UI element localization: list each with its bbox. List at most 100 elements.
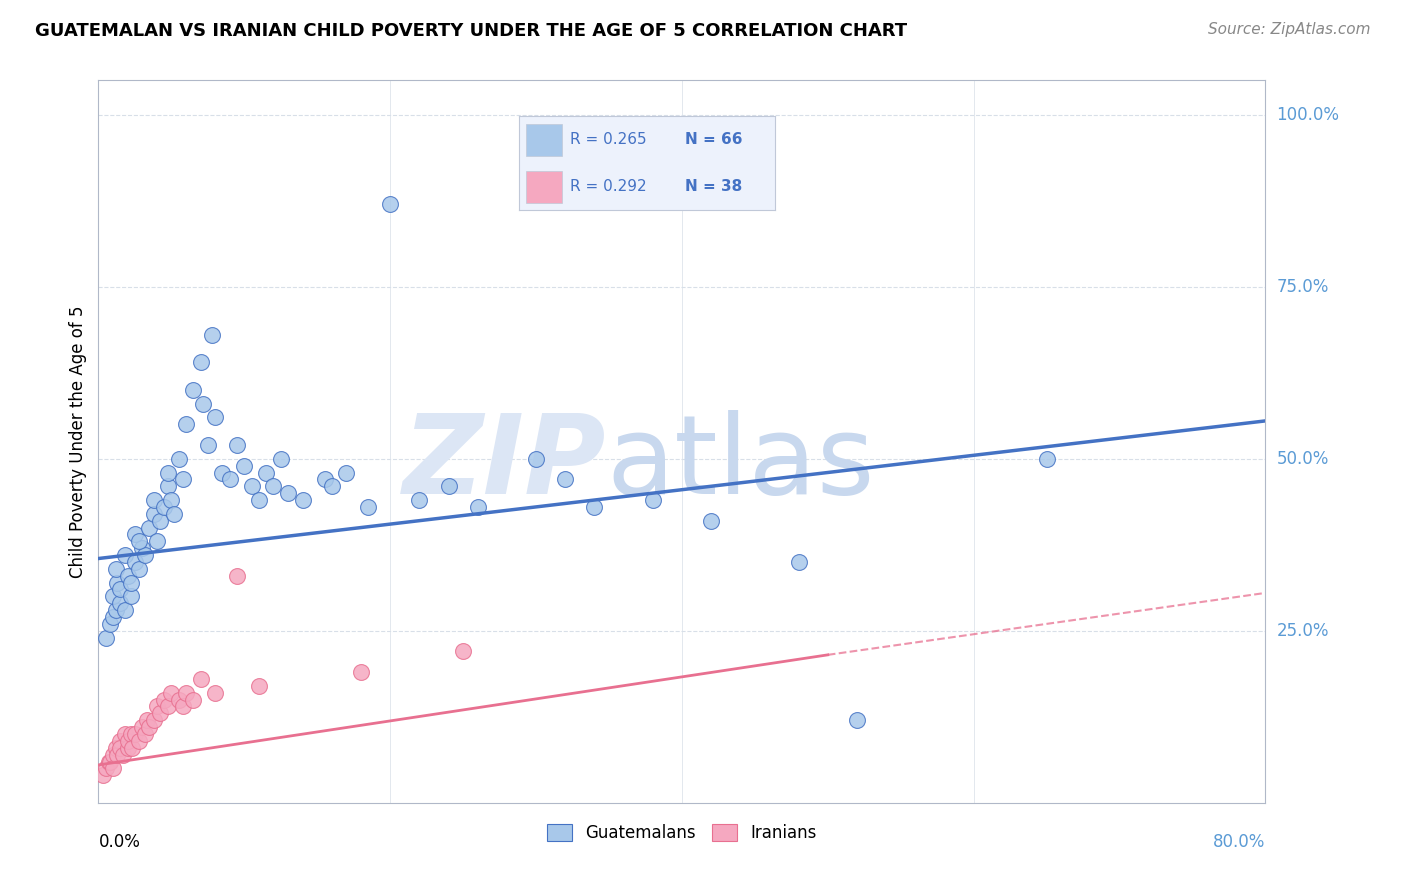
Point	[314, 472, 336, 486]
Text: ZIP: ZIP	[402, 409, 606, 516]
Point	[226, 438, 249, 452]
Point	[101, 590, 124, 604]
Point	[524, 451, 547, 466]
Point	[700, 514, 723, 528]
Point	[181, 692, 204, 706]
Point	[134, 548, 156, 562]
Point	[98, 755, 121, 769]
Point	[211, 466, 233, 480]
Point	[124, 555, 146, 569]
Point	[380, 197, 402, 211]
Text: 80.0%: 80.0%	[1213, 833, 1265, 851]
Point	[128, 562, 150, 576]
Point	[91, 768, 114, 782]
Point	[110, 596, 132, 610]
Point	[167, 692, 190, 706]
Point	[181, 383, 204, 397]
Point	[128, 734, 150, 748]
Point	[138, 720, 160, 734]
Point	[350, 665, 373, 679]
Point	[104, 562, 127, 576]
Point	[277, 486, 299, 500]
Point	[157, 699, 180, 714]
Point	[135, 713, 157, 727]
Point	[101, 610, 124, 624]
Point	[174, 686, 197, 700]
Point	[554, 472, 576, 486]
Point	[160, 686, 183, 700]
Text: 0.0%: 0.0%	[98, 833, 141, 851]
Point	[583, 500, 606, 514]
Point	[1035, 451, 1057, 466]
Point	[121, 740, 143, 755]
Point	[262, 479, 284, 493]
Point	[101, 761, 124, 775]
Point	[172, 699, 194, 714]
Point	[131, 541, 153, 556]
Point	[157, 466, 180, 480]
Point	[114, 548, 136, 562]
Point	[110, 740, 132, 755]
Point	[128, 534, 150, 549]
Point	[157, 479, 180, 493]
Point	[149, 514, 172, 528]
Point	[226, 568, 249, 582]
Point	[201, 327, 224, 342]
Point	[204, 410, 226, 425]
Point	[131, 720, 153, 734]
Point	[174, 417, 197, 432]
Point	[787, 555, 810, 569]
Point	[437, 479, 460, 493]
Point	[218, 472, 240, 486]
Point	[94, 761, 117, 775]
Point	[120, 590, 142, 604]
Point	[153, 692, 176, 706]
Point	[641, 493, 664, 508]
Point	[270, 451, 292, 466]
Text: 75.0%: 75.0%	[1277, 277, 1329, 296]
Point	[153, 500, 176, 514]
Point	[204, 686, 226, 700]
Text: atlas: atlas	[606, 409, 875, 516]
Point	[117, 734, 139, 748]
Point	[105, 575, 128, 590]
Point	[104, 740, 127, 755]
Point	[112, 747, 135, 762]
Point	[124, 727, 146, 741]
Point	[167, 451, 190, 466]
Point	[120, 727, 142, 741]
Point	[117, 568, 139, 582]
Point	[408, 493, 430, 508]
Point	[138, 520, 160, 534]
Point	[291, 493, 314, 508]
Point	[142, 713, 165, 727]
Point	[247, 493, 270, 508]
Point	[114, 727, 136, 741]
Point	[98, 616, 121, 631]
Point	[94, 631, 117, 645]
Text: Source: ZipAtlas.com: Source: ZipAtlas.com	[1208, 22, 1371, 37]
Text: 25.0%: 25.0%	[1277, 622, 1329, 640]
Point	[240, 479, 263, 493]
Legend: Guatemalans, Iranians: Guatemalans, Iranians	[540, 817, 824, 848]
Point	[146, 534, 169, 549]
Point	[101, 747, 124, 762]
Point	[190, 672, 212, 686]
Point	[114, 603, 136, 617]
Point	[247, 679, 270, 693]
Point	[97, 755, 120, 769]
Point	[142, 493, 165, 508]
Point	[117, 740, 139, 755]
Point	[846, 713, 869, 727]
Text: 50.0%: 50.0%	[1277, 450, 1329, 467]
Point	[110, 582, 132, 597]
Text: GUATEMALAN VS IRANIAN CHILD POVERTY UNDER THE AGE OF 5 CORRELATION CHART: GUATEMALAN VS IRANIAN CHILD POVERTY UNDE…	[35, 22, 907, 40]
Point	[254, 466, 277, 480]
Point	[120, 575, 142, 590]
Point	[197, 438, 219, 452]
Point	[233, 458, 256, 473]
Point	[357, 500, 380, 514]
Point	[172, 472, 194, 486]
Point	[160, 493, 183, 508]
Point	[104, 603, 127, 617]
